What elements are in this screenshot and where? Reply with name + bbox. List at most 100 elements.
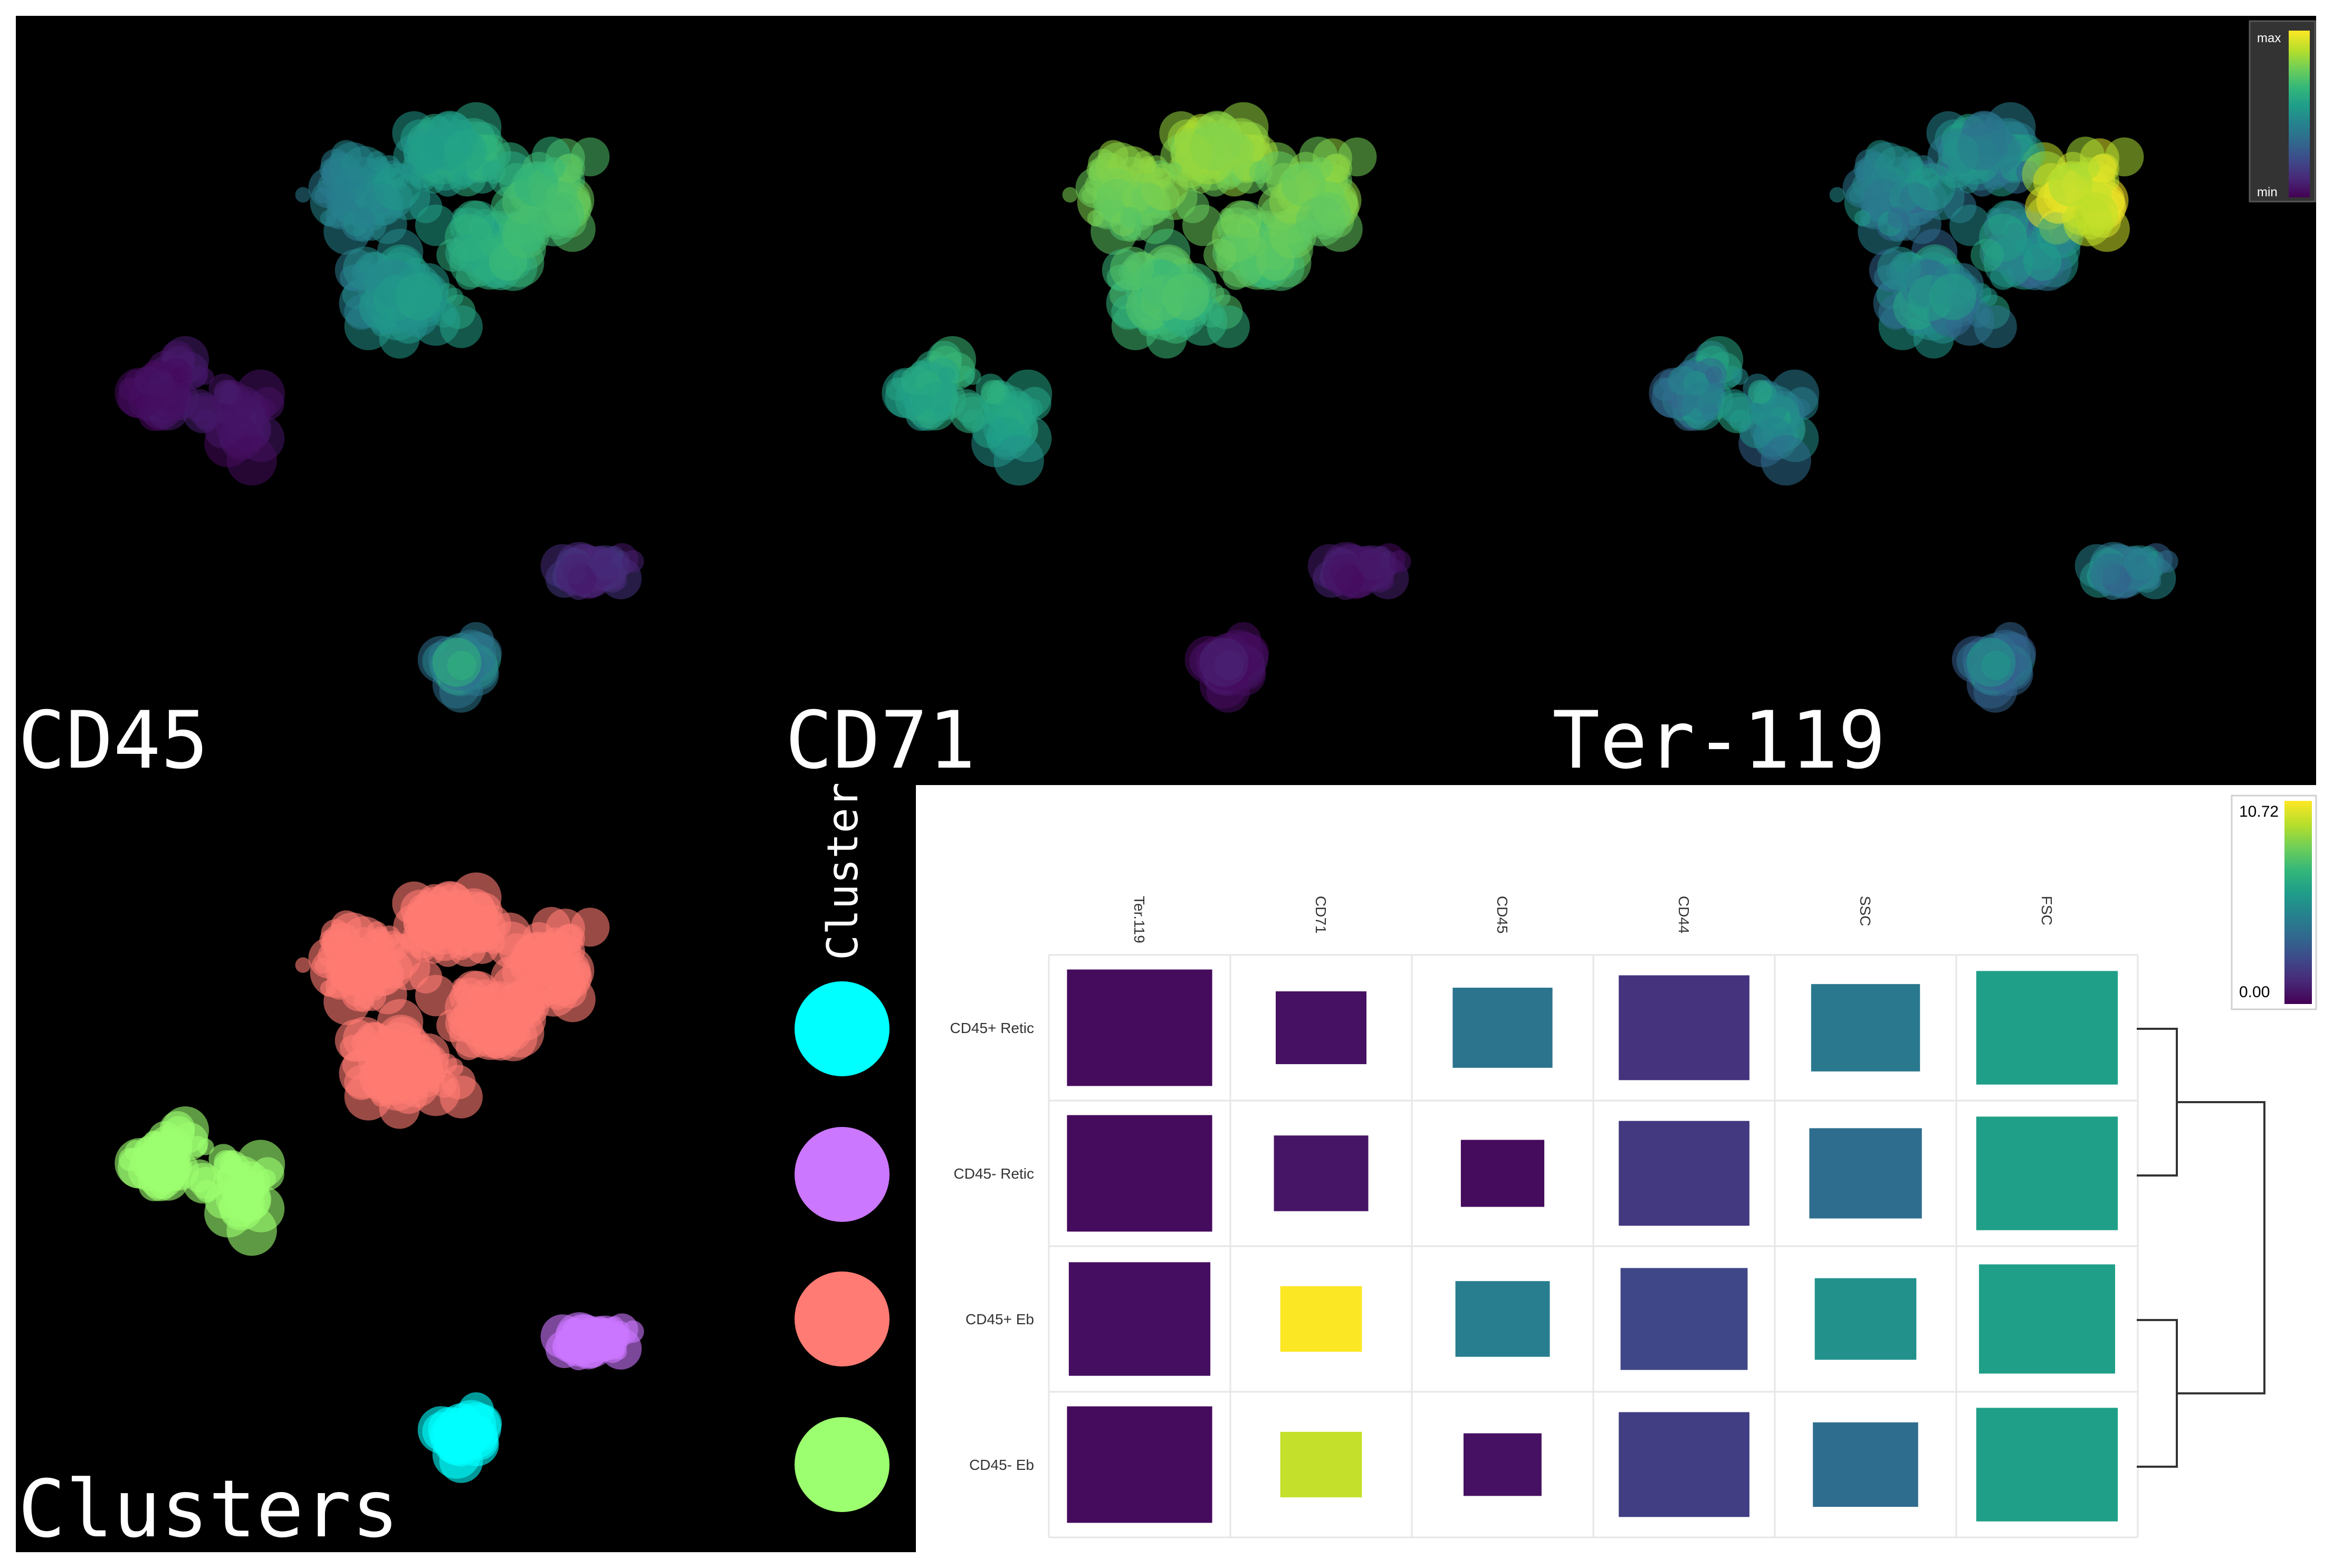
umap-point xyxy=(2074,192,2118,236)
umap-point xyxy=(962,409,984,432)
umap-point xyxy=(343,246,387,291)
umap-point xyxy=(2125,548,2157,580)
cluster-point xyxy=(295,957,311,973)
umap-point xyxy=(480,237,500,256)
umap-point xyxy=(1889,181,1920,213)
cluster-point xyxy=(226,1205,277,1256)
umap-point xyxy=(2156,550,2178,573)
cluster-point xyxy=(171,1136,188,1154)
umap-point xyxy=(1761,435,1811,486)
umap-point xyxy=(1938,133,1979,175)
heatmap-cell xyxy=(1976,1408,2118,1522)
umap-point xyxy=(1122,181,1153,213)
heatmap-cell xyxy=(1619,1121,1749,1226)
umap-point xyxy=(1086,159,1108,181)
umap-point xyxy=(367,151,387,171)
umap-point xyxy=(1062,187,1078,203)
umap-point xyxy=(1203,238,1237,272)
umap-point xyxy=(2014,237,2034,256)
cluster-point xyxy=(395,1044,442,1091)
umap-point xyxy=(432,638,482,687)
umap-point xyxy=(1929,273,1976,320)
umap-point xyxy=(195,409,217,432)
heatmap-cell xyxy=(1067,1406,1212,1523)
umap-point xyxy=(1887,206,1909,228)
cluster-point xyxy=(444,900,487,944)
cluster-point xyxy=(540,962,585,1007)
umap-point xyxy=(1162,273,1209,320)
umap-point xyxy=(1974,305,2017,348)
umap-point xyxy=(1908,163,1956,211)
umap-point xyxy=(1134,151,1154,171)
heatmap-column-label: CD71 xyxy=(1313,896,1329,934)
heatmap-column-label: CD45 xyxy=(1494,896,1510,934)
umap-point xyxy=(915,381,955,422)
heatmap-cell xyxy=(1976,1116,2118,1230)
heatmap-cell xyxy=(1979,1264,2115,1374)
panel-label-cd45: CD45 xyxy=(18,695,208,787)
cluster-point xyxy=(343,1017,387,1061)
umap-point xyxy=(226,435,277,486)
heatmap-cell xyxy=(1814,1278,1917,1360)
umap-point xyxy=(590,548,623,580)
umap-point xyxy=(1849,187,1865,204)
cluster-point xyxy=(622,1320,644,1343)
cluster-point xyxy=(355,952,386,983)
heatmap-column-label: Ter.119 xyxy=(1131,896,1148,943)
umap-point xyxy=(540,192,585,236)
umap-colorbar: max min xyxy=(2249,20,2316,203)
cluster-legend-swatch xyxy=(795,1417,890,1512)
heatmap-colorbar-max-label: 10.72 xyxy=(2239,803,2279,820)
umap-point xyxy=(562,561,586,585)
heatmap-row-label: CD45+ Retic xyxy=(950,1020,1034,1036)
umap-point xyxy=(1829,187,1845,203)
umap-point xyxy=(1901,151,1921,171)
umap-point xyxy=(374,163,422,211)
umap-point xyxy=(314,187,331,204)
cluster-point xyxy=(543,927,566,950)
umap-point xyxy=(1110,246,1154,291)
heatmap-column-label: FSC xyxy=(2039,896,2055,925)
cluster-point xyxy=(197,1139,214,1155)
cluster-point xyxy=(314,958,331,974)
umap-point xyxy=(355,181,386,213)
heatmap-cell xyxy=(1280,1431,1362,1498)
umap-point xyxy=(1141,163,1189,211)
umap-plot-cd45 xyxy=(114,102,644,713)
umap-point xyxy=(1966,638,2016,687)
cluster-legend-swatch xyxy=(795,1271,890,1366)
umap-point xyxy=(1310,157,1333,180)
umap-point xyxy=(2097,561,2120,585)
umap-point xyxy=(197,368,214,385)
umap-point xyxy=(319,159,341,181)
cluster-legend-swatch xyxy=(795,1127,890,1222)
umap-point xyxy=(353,206,375,228)
umap-point xyxy=(404,133,445,175)
panel-label-cd71: CD71 xyxy=(785,695,976,787)
cluster-legend-swatch xyxy=(795,981,890,1076)
umap-plot-cd71 xyxy=(882,102,1411,713)
umap-point xyxy=(2077,157,2100,180)
umap-point xyxy=(1120,206,1142,228)
cluster-point xyxy=(319,929,341,951)
cluster-point xyxy=(148,1152,188,1192)
cluster-point xyxy=(404,903,445,945)
heatmap-cell xyxy=(1619,1412,1749,1517)
heatmap-cell xyxy=(1460,1140,1545,1207)
umap-point xyxy=(1247,237,1267,256)
umap-point xyxy=(1199,638,1249,687)
umap-point xyxy=(1207,305,1250,348)
heatmap-cell xyxy=(1619,975,1749,1081)
heatmap-cell xyxy=(1620,1268,1748,1370)
umap-point xyxy=(148,381,188,422)
umap-point xyxy=(981,380,1005,404)
umap-point xyxy=(993,435,1044,486)
umap-point xyxy=(1705,366,1723,384)
row-dendrogram xyxy=(2137,1028,2265,1468)
umap-point xyxy=(295,187,311,203)
cluster-point xyxy=(353,977,375,999)
umap-point xyxy=(938,366,955,384)
cluster-point xyxy=(436,1009,470,1042)
heatmap-row-label: CD45- Retic xyxy=(954,1165,1034,1182)
